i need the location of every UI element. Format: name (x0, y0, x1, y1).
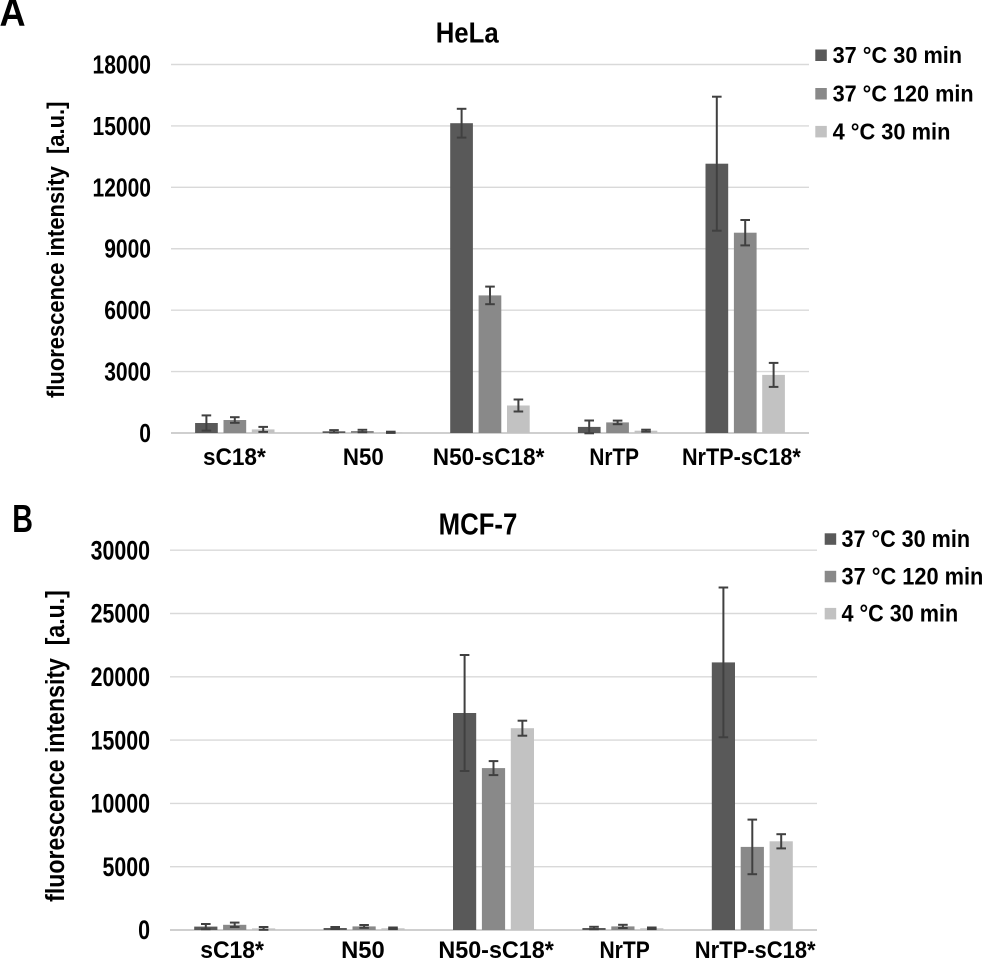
svg-text:fluorescence intensity [a.u.]: fluorescence intensity [a.u.] (42, 590, 70, 902)
svg-text:37 °C 120 min: 37 °C 120 min (842, 564, 984, 590)
svg-text:9000: 9000 (104, 234, 151, 264)
svg-text:MCF-7: MCF-7 (439, 508, 518, 541)
svg-text:15000: 15000 (91, 725, 150, 755)
svg-text:A: A (0, 0, 26, 35)
svg-text:10000: 10000 (91, 789, 150, 819)
svg-text:NrTP-sC18*: NrTP-sC18* (695, 937, 816, 964)
svg-text:0: 0 (139, 418, 151, 448)
svg-text:4 °C 30 min: 4 °C 30 min (842, 602, 959, 628)
svg-text:HeLa: HeLa (436, 17, 499, 49)
svg-text:4 °C 30 min: 4 °C 30 min (833, 119, 951, 145)
svg-text:N50: N50 (341, 937, 385, 964)
svg-text:NrTP: NrTP (599, 937, 649, 964)
svg-text:30000: 30000 (91, 535, 150, 565)
svg-text:37 °C 30 min: 37 °C 30 min (842, 527, 971, 553)
svg-text:37 °C 30 min: 37 °C 30 min (833, 42, 963, 68)
svg-text:15000: 15000 (93, 111, 152, 141)
svg-text:12000: 12000 (93, 172, 152, 202)
svg-text:N50-sC18*: N50-sC18* (433, 445, 545, 471)
svg-text:18000: 18000 (93, 49, 152, 79)
svg-text:N50: N50 (343, 445, 384, 471)
svg-text:6000: 6000 (104, 295, 151, 325)
svg-text:NrTP-sC18*: NrTP-sC18* (682, 445, 802, 471)
svg-text:NrTP: NrTP (589, 445, 639, 471)
svg-text:25000: 25000 (91, 599, 150, 629)
svg-text:sC18*: sC18* (203, 445, 267, 471)
svg-text:0: 0 (138, 915, 150, 945)
svg-text:N50-sC18*: N50-sC18* (438, 937, 554, 964)
svg-text:20000: 20000 (91, 662, 150, 692)
svg-text:3000: 3000 (104, 357, 151, 387)
svg-text:fluorescence intensity [a.u.]: fluorescence intensity [a.u.] (43, 102, 70, 398)
svg-text:5000: 5000 (103, 852, 151, 882)
svg-text:37 °C 120 min: 37 °C 120 min (833, 80, 974, 106)
svg-text:B: B (12, 498, 33, 541)
svg-text:sC18*: sC18* (200, 937, 264, 964)
